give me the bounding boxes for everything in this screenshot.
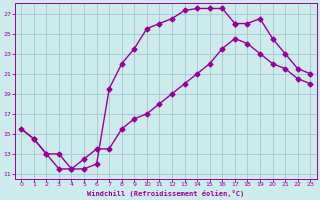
X-axis label: Windchill (Refroidissement éolien,°C): Windchill (Refroidissement éolien,°C): [87, 190, 244, 197]
